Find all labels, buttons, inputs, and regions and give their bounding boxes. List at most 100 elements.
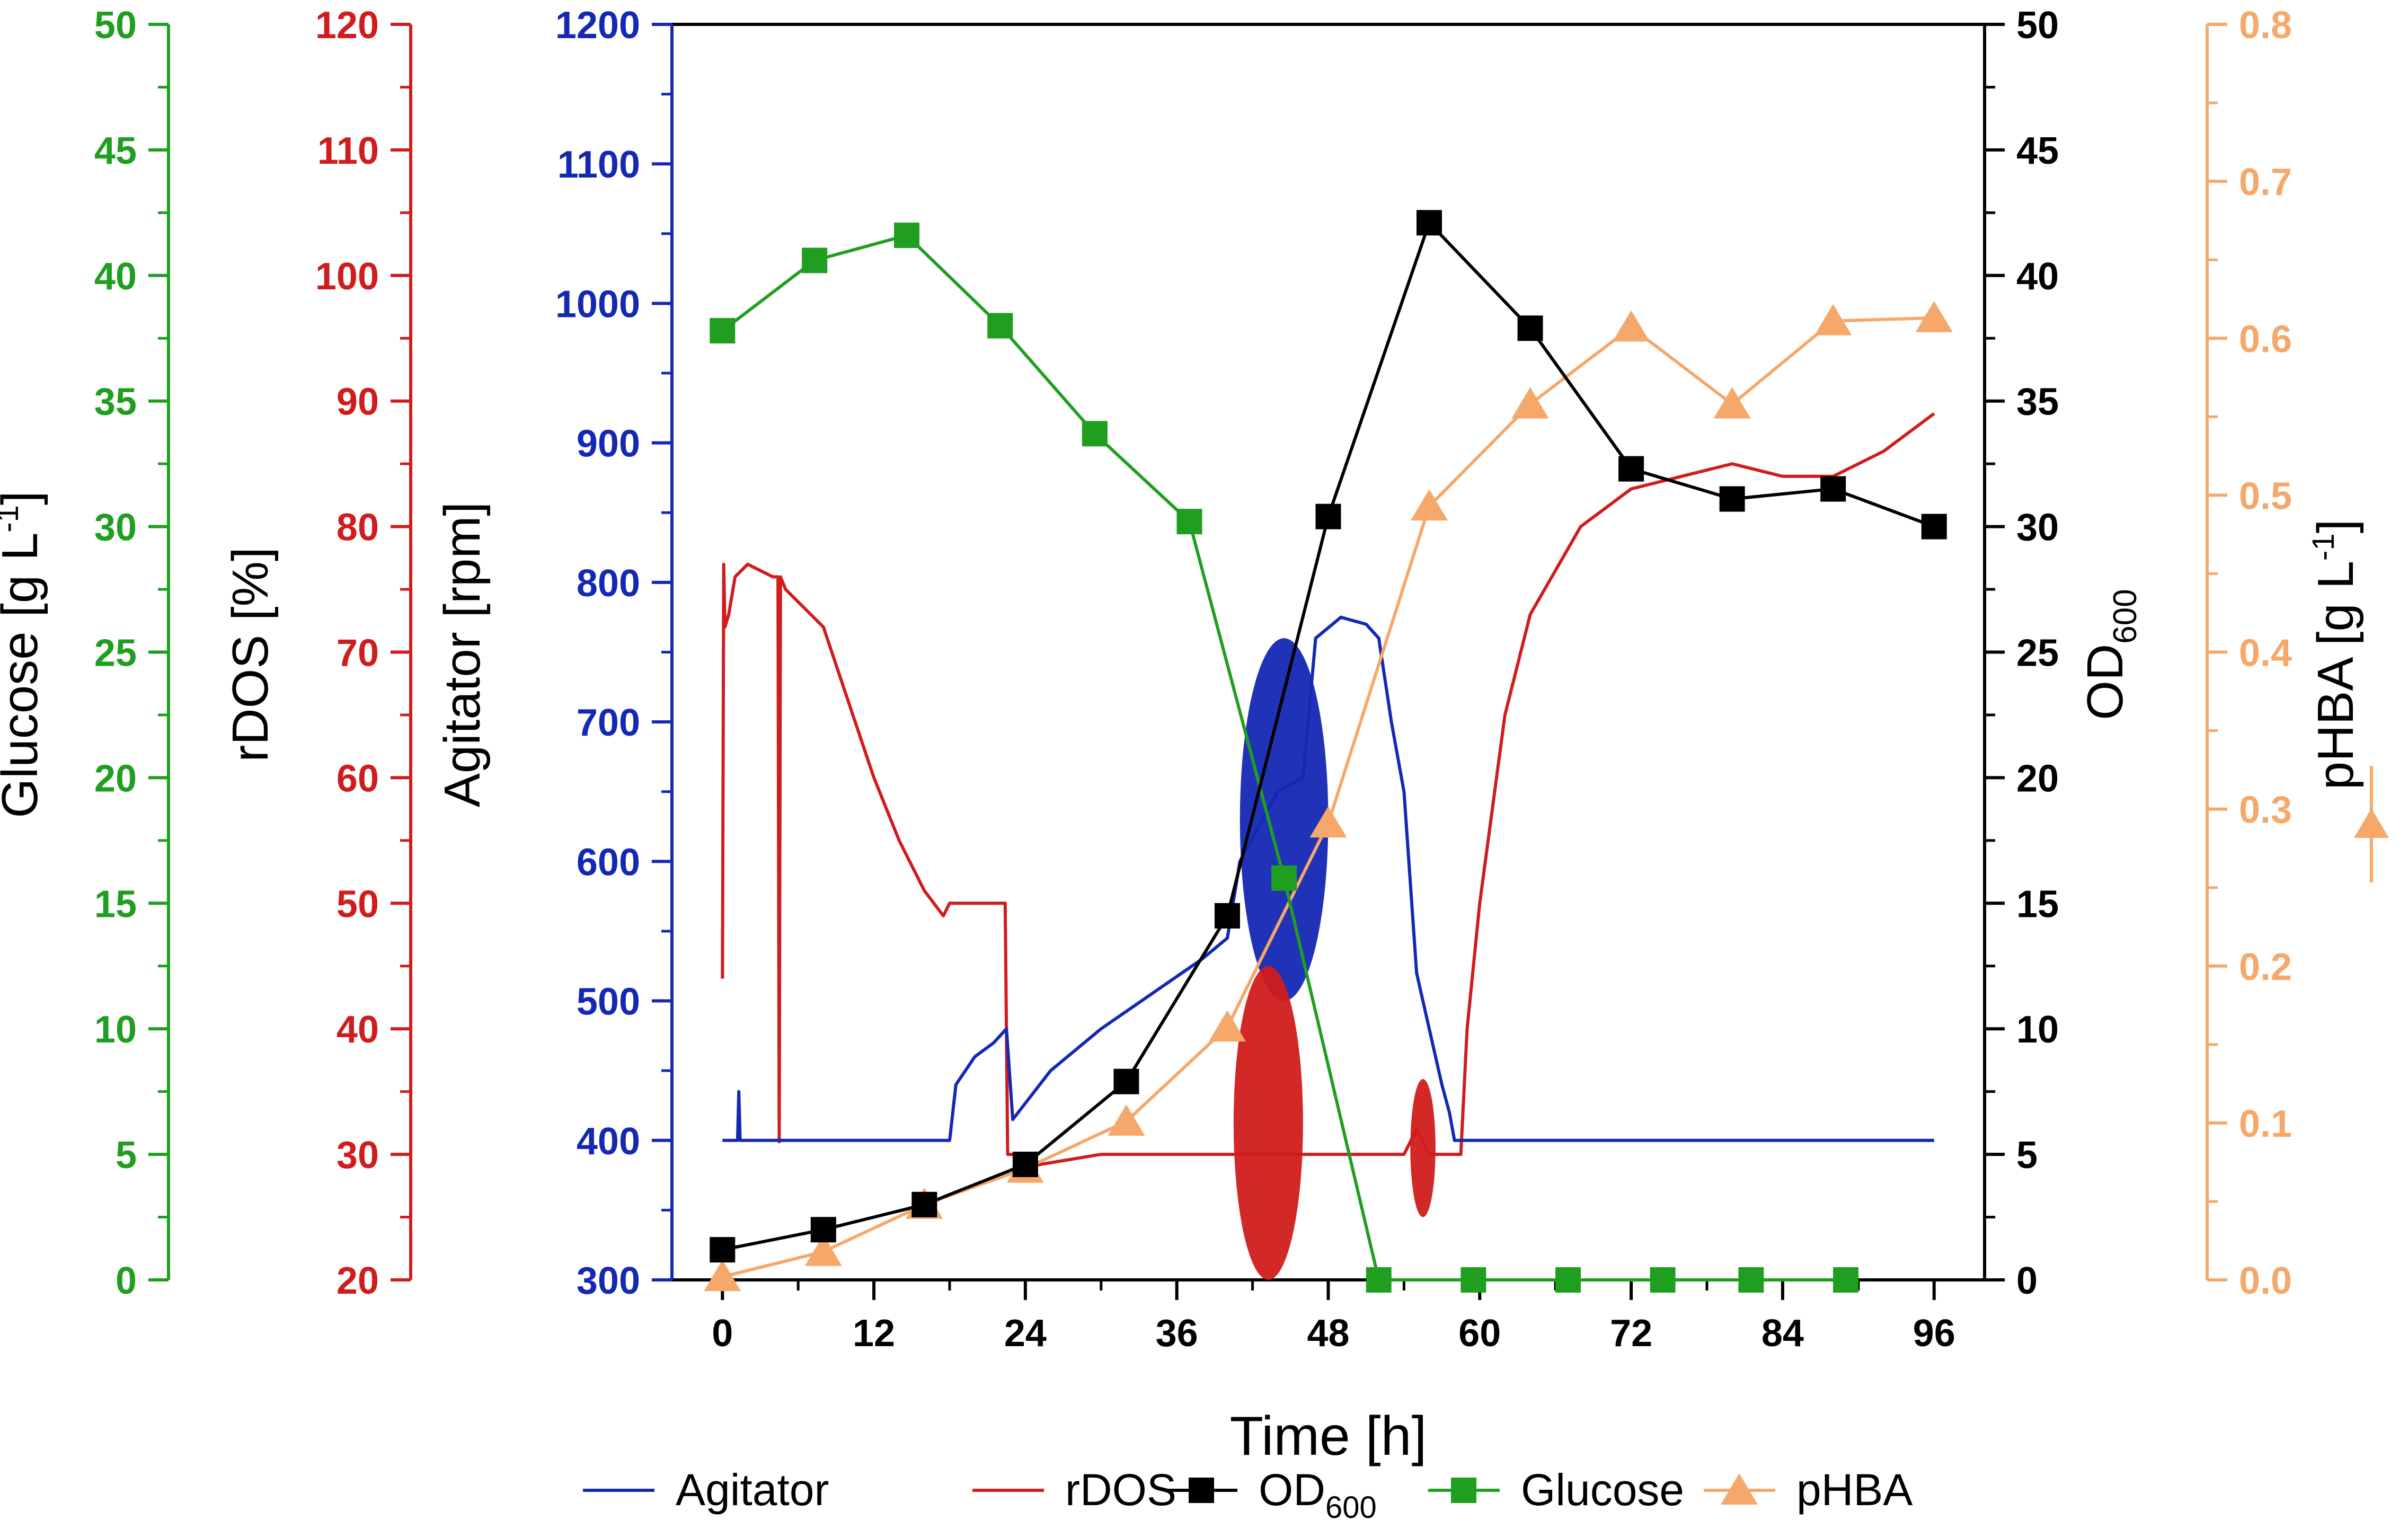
x-tick-label: 48 — [1307, 1312, 1349, 1355]
agitator-tick-label: 300 — [577, 1260, 640, 1302]
glucose-point — [1271, 865, 1297, 891]
glucose-tick-label: 20 — [94, 757, 137, 800]
rdos-tick-label: 100 — [315, 255, 379, 298]
glucose-point — [710, 318, 736, 344]
phba-line — [722, 316, 1934, 1279]
od-point — [911, 1191, 937, 1217]
phba-point — [804, 1234, 842, 1266]
glucose-point — [1460, 1267, 1486, 1293]
x-tick-label: 84 — [1761, 1312, 1804, 1355]
od-tick-label: 10 — [2016, 1009, 2059, 1051]
legend-glucose-label: Glucose — [1521, 1465, 1684, 1515]
noise-bands-layer — [1233, 638, 1436, 1280]
od-point — [1921, 514, 1947, 540]
od-tick-label: 25 — [2016, 632, 2059, 675]
rdos-tick-label: 50 — [337, 883, 379, 925]
od-tick-label: 30 — [2016, 507, 2059, 549]
od-point — [1618, 456, 1644, 482]
od-axis-title: OD600 — [2077, 589, 2144, 720]
legend-phba-marker — [1721, 1473, 1758, 1505]
glucose-tick-label: 30 — [94, 507, 137, 549]
rdos-tick-label: 30 — [337, 1134, 379, 1177]
phba-axis-legend-marker — [2354, 808, 2389, 838]
agitator-tick-label: 800 — [577, 562, 640, 605]
rdos-tick-label: 70 — [337, 632, 379, 675]
x-tick-label: 0 — [712, 1312, 733, 1355]
agitator-tick-label: 600 — [577, 841, 640, 883]
legend-rdos-label: rDOS — [1065, 1465, 1176, 1515]
phba-axis-title: pHBA [g L-1] — [2306, 519, 2364, 790]
glucose-point — [1833, 1267, 1859, 1293]
phba-tick-label: 0.0 — [2239, 1260, 2292, 1302]
agitator-tick-label: 900 — [577, 423, 640, 465]
agitator-tick-label: 1100 — [557, 144, 640, 186]
rdos-noise-band — [1410, 1079, 1436, 1217]
phba-point — [704, 1260, 741, 1292]
glucose-tick-label: 40 — [94, 255, 137, 298]
phba-tick-label: 0.1 — [2239, 1103, 2292, 1145]
phba-point — [1814, 304, 1852, 335]
agitator-tick-label: 1200 — [555, 4, 640, 47]
od-tick-label: 20 — [2016, 757, 2059, 800]
rdos-tick-label: 40 — [337, 1009, 379, 1051]
rdos-line — [721, 412, 1935, 1169]
od-tick-label: 15 — [2016, 883, 2059, 925]
x-tick-label: 12 — [853, 1312, 895, 1355]
od-point — [1315, 503, 1341, 529]
od-point — [710, 1237, 736, 1263]
glucose-tick-label: 0 — [116, 1260, 137, 1302]
rdos-tick-label: 80 — [337, 507, 379, 549]
glucose-axis-title: Glucose [g L-1] — [0, 491, 48, 818]
od-point — [1719, 486, 1745, 512]
glucose-tick-label: 15 — [94, 883, 137, 925]
od-point — [1417, 210, 1442, 236]
x-axis-title: Time [h] — [1230, 1406, 1427, 1467]
phba-tick-label: 0.8 — [2239, 4, 2292, 47]
agitator-axis-title: Agitator [rpm] — [434, 502, 491, 807]
glucose-point — [1738, 1267, 1764, 1293]
rdos-tick-label: 120 — [315, 4, 379, 47]
od-line — [722, 221, 1935, 1252]
legend-glucose-marker — [1451, 1478, 1476, 1503]
phba-tick-label: 0.4 — [2239, 632, 2292, 675]
glucose-point — [802, 248, 828, 273]
phba-point — [1208, 1010, 1246, 1042]
phba-point — [1108, 1104, 1145, 1136]
glucose-point — [987, 313, 1013, 339]
phba-point — [1511, 387, 1549, 419]
glucose-tick-label: 50 — [94, 4, 137, 47]
x-tick-label: 72 — [1610, 1312, 1652, 1355]
phba-tick-label: 0.5 — [2239, 475, 2292, 517]
phba-point — [1309, 806, 1347, 838]
x-tick-label: 96 — [1913, 1312, 1955, 1355]
od-point — [1820, 476, 1846, 502]
glucose-point — [894, 222, 920, 248]
plot-frame — [672, 23, 1985, 1281]
phba-point — [1613, 310, 1650, 342]
glucose-tick-label: 35 — [94, 381, 137, 423]
glucose-point — [1555, 1267, 1581, 1293]
legend-agitator-label: Agitator — [676, 1465, 829, 1515]
x-tick-label: 24 — [1004, 1312, 1047, 1355]
x-tick-label: 60 — [1458, 1312, 1501, 1355]
od-tick-label: 0 — [2016, 1260, 2038, 1302]
rdos-axis-title: rDOS [%] — [222, 547, 279, 762]
od-tick-label: 45 — [2016, 130, 2059, 172]
od-tick-label: 50 — [2016, 4, 2059, 47]
rdos-tick-label: 110 — [317, 130, 379, 172]
agitator-tick-label: 400 — [577, 1120, 640, 1163]
agitator-tick-label: 700 — [577, 702, 640, 744]
rdos-tick-label: 90 — [337, 381, 379, 423]
legend-phba-label: pHBA — [1796, 1465, 1913, 1515]
phba-point — [1411, 489, 1448, 521]
x-tick-label: 36 — [1156, 1312, 1198, 1355]
od-tick-label: 40 — [2016, 255, 2059, 298]
legend: Agitator rDOS OD600 Glucose pHBA — [583, 1465, 1913, 1525]
rdos-tick-label: 20 — [337, 1260, 379, 1302]
od-tick-label: 35 — [2016, 381, 2059, 423]
od-point — [1517, 315, 1543, 341]
legend-od-marker — [1189, 1478, 1214, 1503]
glucose-point — [1176, 509, 1202, 535]
legend-od-label: OD600 — [1259, 1465, 1377, 1525]
glucose-tick-label: 5 — [116, 1134, 137, 1177]
